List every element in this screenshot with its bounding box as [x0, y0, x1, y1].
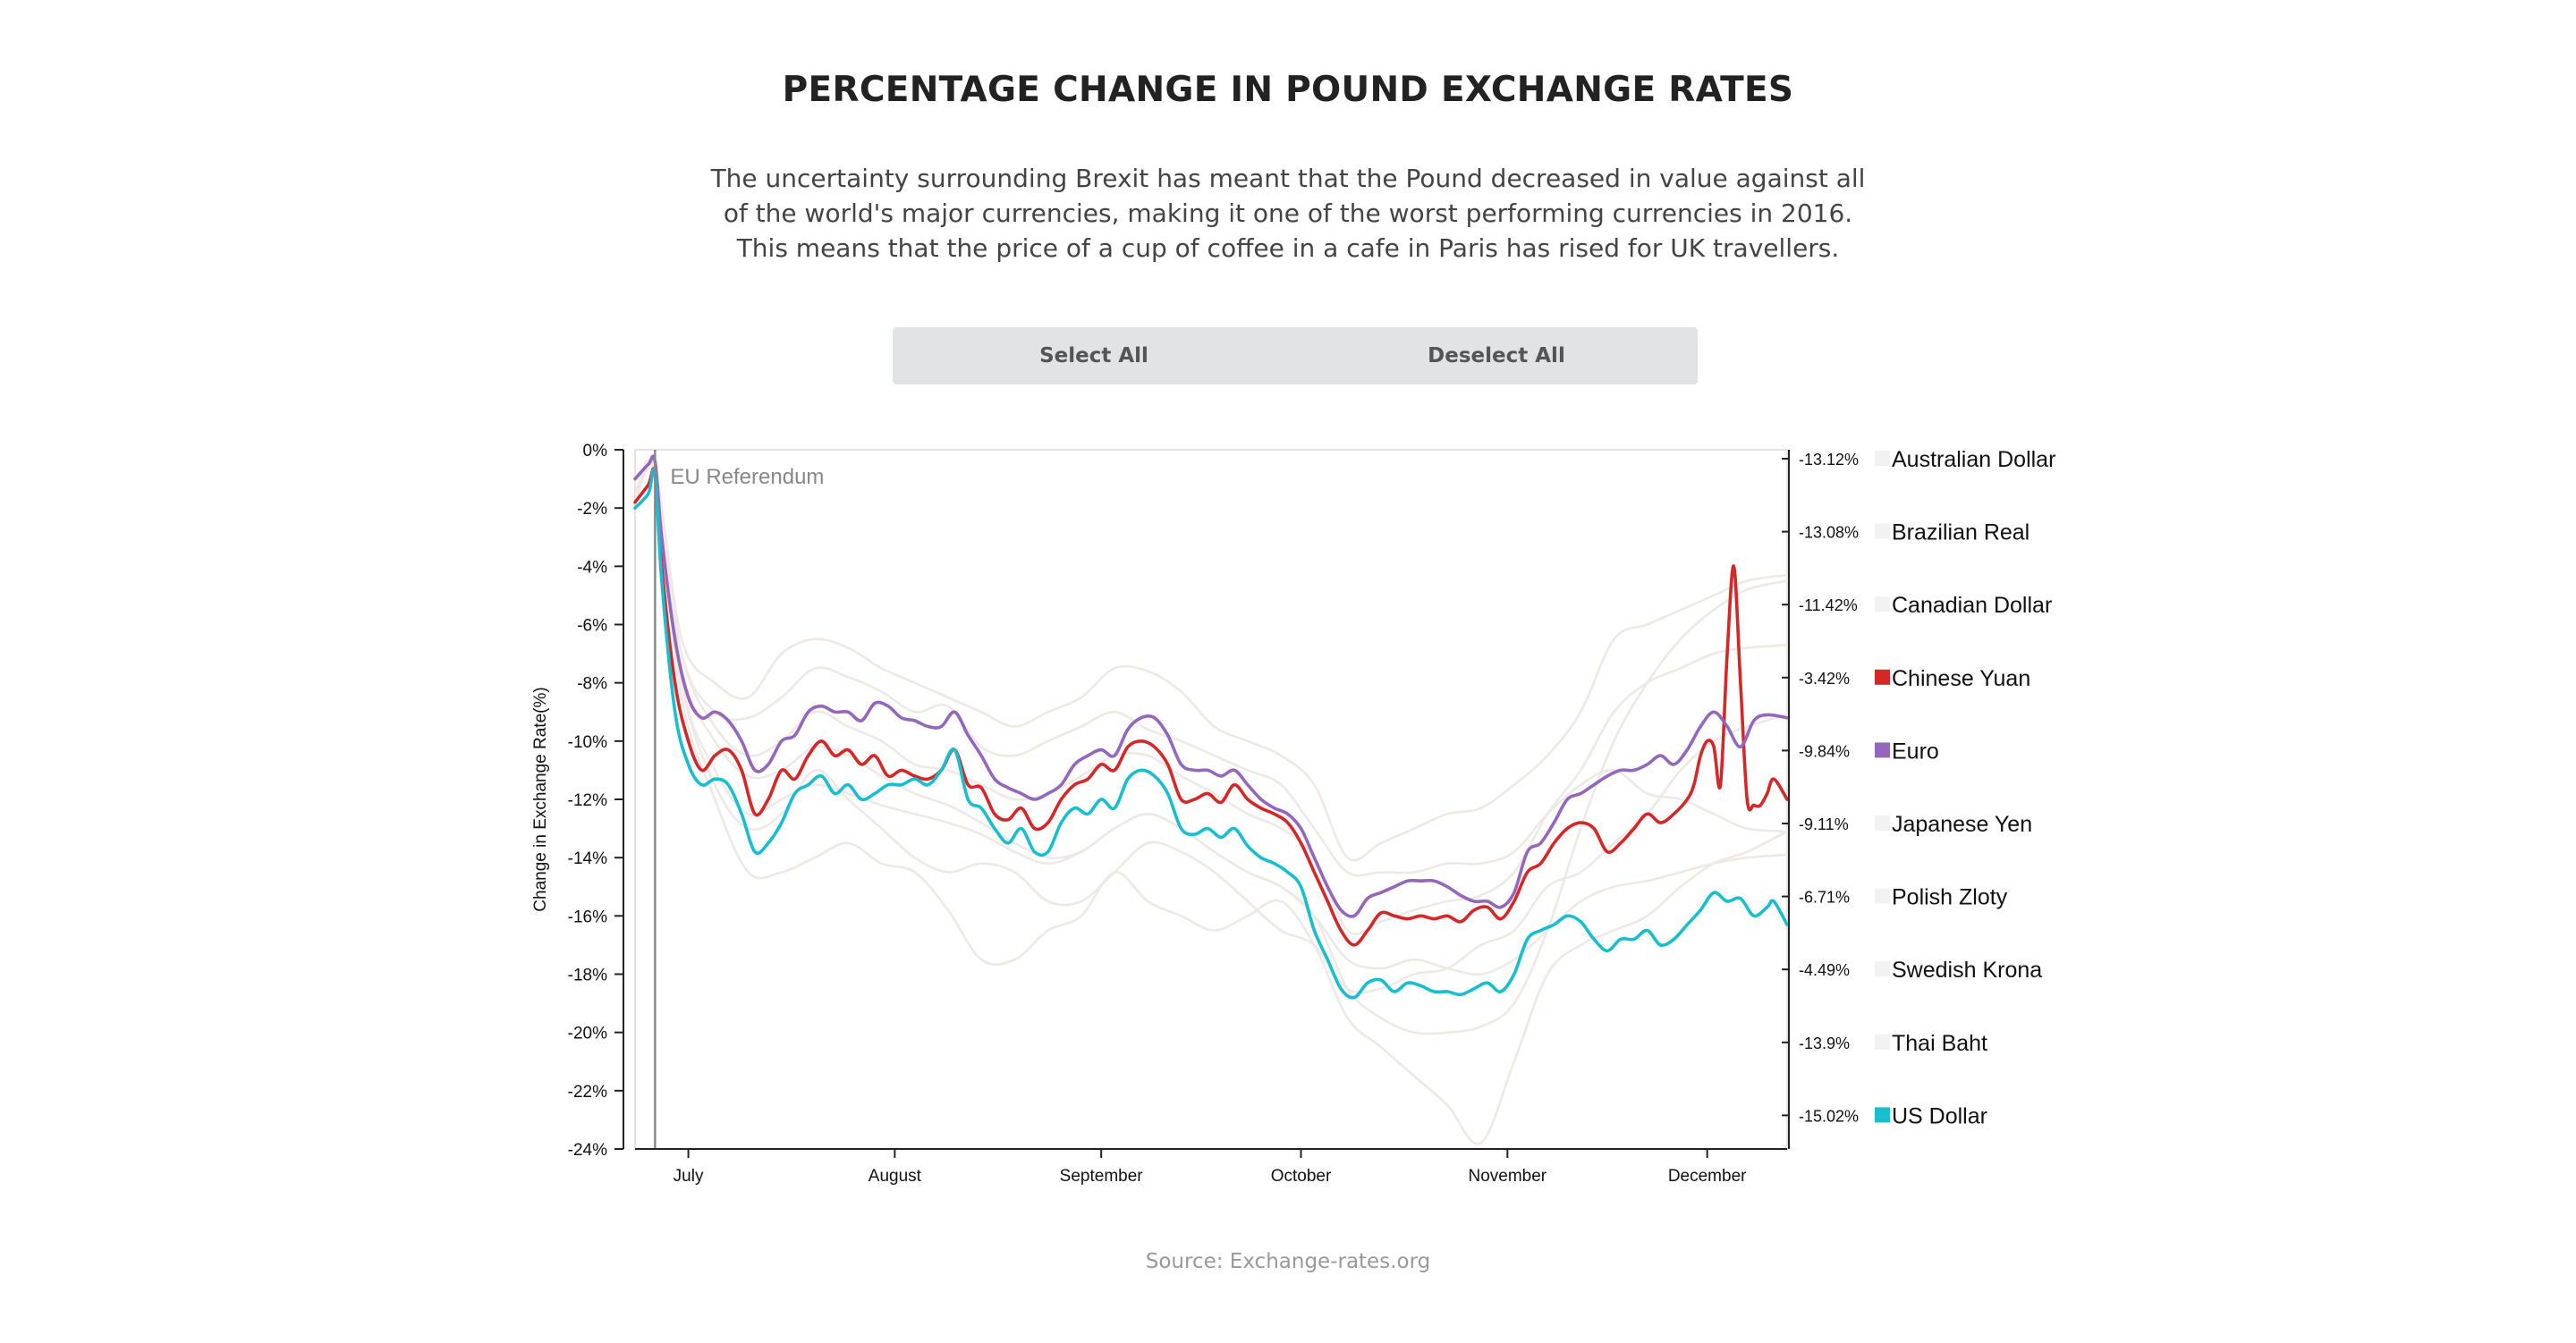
x-tick-label: July	[674, 1167, 704, 1186]
selection-button-bar: Select All Deselect All	[893, 327, 1698, 384]
y-tick-label: -16%	[568, 908, 607, 926]
legend-change-value: -9.84%	[1799, 742, 1850, 760]
deselect-all-button[interactable]: Deselect All	[1428, 344, 1565, 367]
y-tick-label: -10%	[568, 733, 607, 752]
legend-item-canadian-dollar[interactable]: Canadian Dollar	[1892, 593, 2052, 618]
legend: -13.12% Australian Dollar -13.08% Brazilian…	[1782, 447, 2055, 1149]
legend-item-japanese-yen[interactable]: Japanese Yen	[1892, 812, 2032, 837]
legend-item-polish-zloty[interactable]: Polish Zloty	[1892, 885, 2008, 910]
eu-referendum-label: EU Referendum	[670, 465, 824, 489]
series-line-brazilian-real[interactable]	[633, 467, 1789, 1145]
legend-change-value: -13.12%	[1799, 451, 1859, 469]
x-tick-label: August	[869, 1167, 922, 1186]
x-tick-label: September	[1060, 1167, 1144, 1186]
page-title: PERCENTAGE CHANGE IN POUND EXCHANGE RATE…	[782, 70, 1794, 110]
series-lines	[633, 454, 1789, 1145]
legend-item-australian-dollar[interactable]: Australian Dollar	[1892, 447, 2055, 472]
y-tick-label: -18%	[568, 967, 607, 985]
legend-item-brazilian-real[interactable]: Brazilian Real	[1892, 520, 2029, 545]
legend-change-value: -6.71%	[1799, 889, 1850, 907]
series-line-australian-dollar[interactable]	[633, 463, 1789, 877]
legend-swatch[interactable]	[1875, 1034, 1890, 1050]
series-line-canadian-dollar[interactable]	[633, 461, 1789, 862]
series-line-polish-zloty[interactable]	[633, 460, 1789, 935]
legend-change-value: -11.42%	[1799, 596, 1858, 614]
y-tick-label: -6%	[577, 617, 607, 636]
y-axis-label: Change in Exchange Rate(%)	[531, 687, 550, 911]
legend-swatch[interactable]	[1875, 669, 1890, 685]
axes: EU Referendum 0% -2% -4% -6% -8% -10% -12% -14% -…	[531, 442, 1787, 1186]
legend-swatch[interactable]	[1875, 596, 1890, 612]
y-tick-label: -4%	[577, 558, 607, 577]
legend-change-value: -13.08%	[1799, 524, 1859, 542]
series-line-euro[interactable]	[633, 454, 1789, 918]
legend-item-thai-baht[interactable]: Thai Baht	[1892, 1031, 1987, 1056]
series-line-swedish-krona[interactable]	[633, 460, 1789, 1035]
legend-change-value: -15.02%	[1799, 1107, 1859, 1125]
plot-area	[634, 449, 1788, 1150]
series-line-chinese-yuan[interactable]	[633, 467, 1789, 947]
legend-swatch[interactable]	[1875, 1107, 1890, 1123]
subtitle-line: The uncertainty surrounding Brexit has m…	[710, 164, 1866, 193]
x-tick-label: November	[1468, 1167, 1546, 1186]
legend-swatch[interactable]	[1875, 523, 1890, 539]
x-tick-label: December	[1668, 1167, 1747, 1186]
page-subtitle: The uncertainty surrounding Brexit has m…	[0, 161, 2576, 266]
select-all-button[interactable]: Select All	[1039, 344, 1148, 367]
series-line-us-dollar[interactable]	[633, 468, 1789, 1000]
legend-change-value: -9.11%	[1799, 815, 1849, 833]
y-tick-label: -20%	[568, 1025, 607, 1043]
legend-item-swedish-krona[interactable]: Swedish Krona	[1892, 958, 2042, 983]
y-tick-label: -14%	[568, 849, 607, 868]
legend-change-value: -4.49%	[1799, 961, 1850, 979]
legend-swatch[interactable]	[1875, 888, 1890, 904]
legend-item-chinese-yuan[interactable]: Chinese Yuan	[1892, 666, 2030, 691]
y-tick-label: -2%	[577, 500, 607, 519]
legend-swatch[interactable]	[1875, 961, 1890, 977]
subtitle-line: This means that the price of a cup of co…	[736, 233, 1840, 263]
x-tick-label: October	[1271, 1167, 1332, 1186]
plot-frame	[634, 449, 1788, 1150]
y-tick-label: -8%	[577, 675, 607, 694]
source-note: Source: Exchange-rates.org	[1145, 1250, 1431, 1273]
y-tick-label: -22%	[568, 1083, 607, 1102]
legend-swatch[interactable]	[1875, 742, 1890, 758]
legend-swatch[interactable]	[1875, 451, 1890, 466]
series-line-thai-baht[interactable]	[633, 459, 1789, 976]
y-tick-label: 0%	[583, 442, 608, 460]
y-tick-label: -12%	[568, 791, 607, 810]
subtitle-line: of the world's major currencies, making …	[723, 198, 1853, 228]
legend-swatch[interactable]	[1875, 815, 1890, 831]
legend-change-value: -13.9%	[1799, 1035, 1850, 1052]
legend-change-value: -3.42%	[1799, 670, 1850, 688]
legend-item-us-dollar[interactable]: US Dollar	[1892, 1103, 1987, 1128]
y-tick-label: -24%	[568, 1141, 607, 1160]
series-line-japanese-yen[interactable]	[633, 459, 1789, 994]
legend-item-euro[interactable]: Euro	[1892, 739, 1939, 764]
